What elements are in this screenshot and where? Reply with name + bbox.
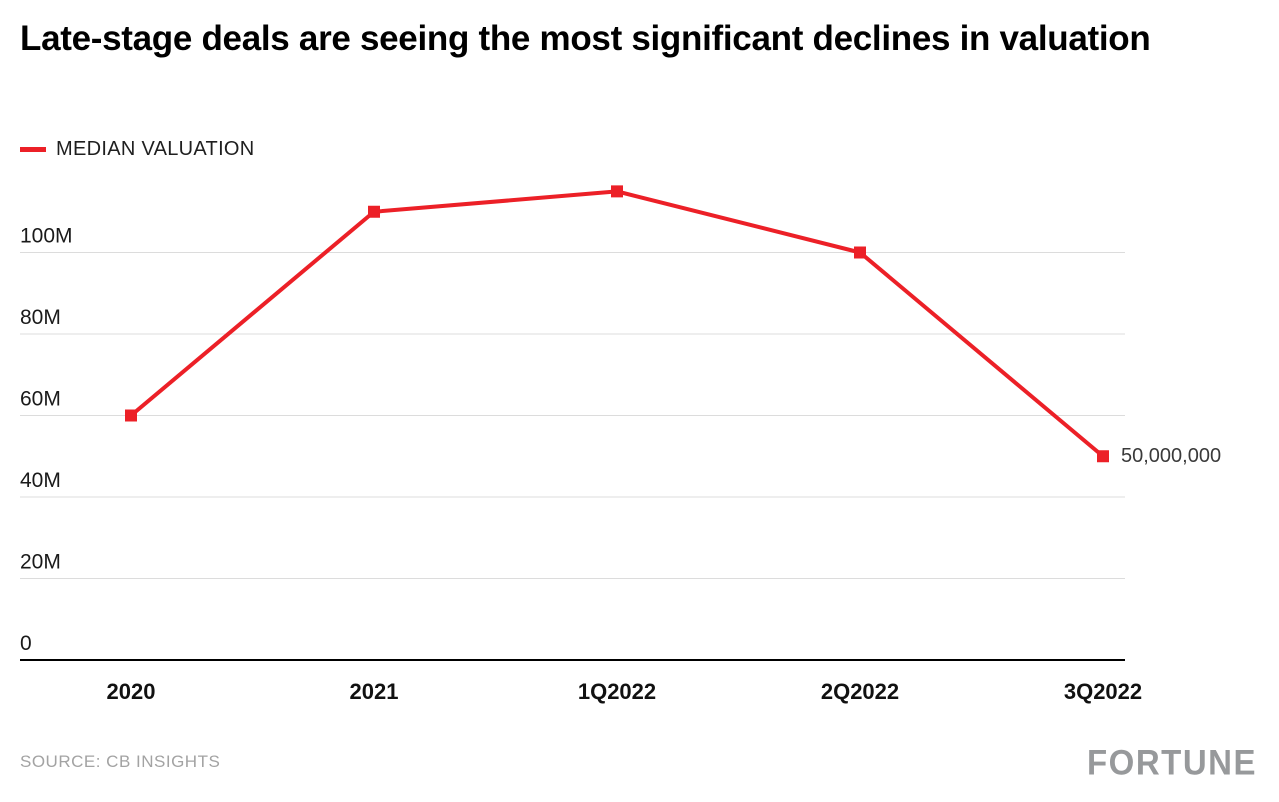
- last-value-label: 50,000,000: [1121, 445, 1222, 467]
- y-tick-label: 40M: [20, 469, 61, 492]
- y-tick-label: 0: [20, 632, 32, 655]
- legend: MEDIAN VALUATION: [20, 138, 255, 161]
- data-point-marker: [854, 246, 866, 259]
- x-tick-label: 2Q2022: [821, 679, 899, 704]
- chart-title: Late-stage deals are seeing the most sig…: [20, 19, 1151, 58]
- median-valuation-line: [129, 189, 1105, 459]
- x-tick-label: 1Q2022: [578, 679, 656, 704]
- legend-label: MEDIAN VALUATION: [56, 138, 255, 160]
- legend-line-swatch: [20, 147, 46, 152]
- fortune-logo: FORTUNE: [1087, 742, 1257, 782]
- data-point-marker: [611, 185, 623, 198]
- y-tick-label: 20M: [20, 551, 61, 574]
- data-point-marker: [1097, 450, 1109, 463]
- source-credit: SOURCE: CB INSIGHTS: [20, 752, 221, 771]
- x-tick-label: 2021: [350, 679, 399, 704]
- y-tick-label: 60M: [20, 388, 61, 411]
- y-tick-label: 80M: [20, 306, 61, 329]
- data-point-marker: [368, 205, 380, 218]
- data-point-marker: [125, 409, 137, 422]
- x-tick-label: 3Q2022: [1064, 679, 1142, 704]
- x-tick-label: 2020: [107, 679, 156, 704]
- y-tick-label: 100M: [20, 225, 73, 248]
